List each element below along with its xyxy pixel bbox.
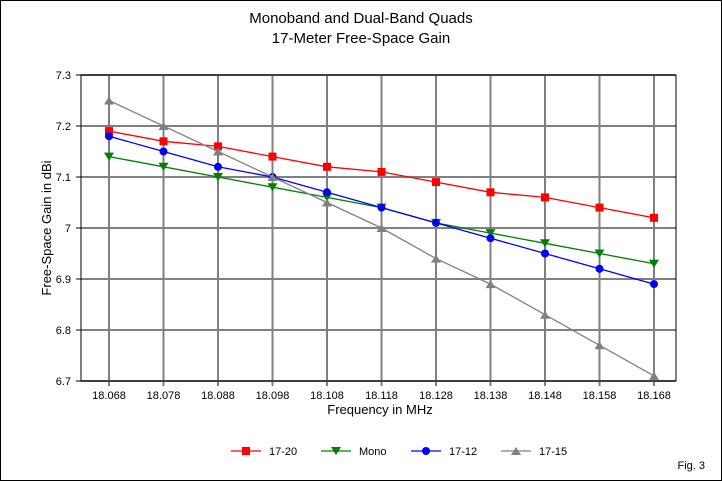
x-tick-label: 18.148	[528, 390, 562, 402]
data-point-17-20	[541, 193, 549, 202]
y-tick-label: 6.7	[56, 376, 71, 388]
data-point-17-20	[323, 162, 331, 171]
data-point-mono	[213, 173, 223, 181]
data-point-17-20	[268, 152, 277, 161]
data-point-17-20	[486, 188, 495, 197]
data-point-mono	[158, 162, 169, 171]
x-tick-label: 18.078	[147, 390, 181, 402]
data-point-17-15	[104, 96, 114, 105]
data-point-17-15	[594, 341, 605, 350]
data-point-17-12	[432, 218, 440, 227]
plot-border	[80, 74, 677, 382]
x-tick-label: 18.088	[201, 390, 235, 402]
legend-marker-17-20	[242, 447, 250, 455]
data-point-17-15	[485, 280, 496, 289]
data-point-17-12	[595, 264, 604, 273]
data-point-17-15	[267, 173, 278, 181]
data-point-mono	[267, 183, 278, 192]
legend-marker-mono	[331, 447, 341, 455]
x-tick-label: 18.068	[92, 390, 126, 402]
x-tick-label: 18.158	[583, 390, 617, 402]
x-tick-label: 18.108	[310, 390, 344, 402]
data-point-17-15	[376, 224, 387, 232]
legend-label-mono: Mono	[359, 446, 387, 458]
data-point-17-12	[323, 188, 331, 197]
data-point-17-12	[105, 132, 113, 141]
legend-label-17-12: 17-12	[449, 446, 477, 458]
data-point-17-20	[159, 137, 168, 146]
y-tick-label: 7.1	[56, 172, 71, 184]
data-point-17-15	[322, 198, 332, 207]
y-tick-label: 7	[65, 223, 71, 235]
y-tick-label: 7.3	[56, 70, 71, 82]
data-point-17-15	[158, 122, 169, 130]
data-point-mono	[594, 249, 605, 258]
y-axis-label: Free-Space Gain in dBi	[39, 160, 54, 295]
legend-label-17-15: 17-15	[539, 446, 567, 458]
data-point-17-12	[486, 234, 495, 243]
data-point-17-20	[377, 167, 386, 176]
y-tick-label: 6.8	[56, 325, 71, 337]
data-point-mono	[485, 229, 496, 238]
x-tick-label: 18.138	[474, 390, 508, 402]
data-point-mono	[104, 152, 114, 161]
data-point-17-20	[650, 213, 658, 222]
data-point-17-20	[432, 178, 440, 187]
data-point-17-12	[159, 147, 168, 156]
data-point-17-20	[105, 127, 113, 136]
data-point-mono	[649, 259, 659, 268]
chart-subtitle: 17-Meter Free-Space Gain	[272, 30, 450, 47]
data-point-17-12	[377, 203, 386, 212]
legend-marker-17-15	[511, 447, 521, 455]
x-tick-label: 18.128	[419, 390, 453, 402]
y-tick-label: 6.9	[56, 274, 71, 286]
y-tick-label: 7.2	[56, 121, 71, 133]
data-point-17-15	[540, 310, 550, 319]
legend-marker-17-12	[422, 447, 430, 455]
data-point-17-12	[541, 249, 549, 258]
data-point-17-15	[213, 147, 223, 156]
x-tick-label: 18.098	[256, 390, 290, 402]
data-point-17-20	[595, 203, 604, 212]
data-point-17-15	[649, 371, 659, 380]
figure-label: Fig. 3	[677, 460, 705, 472]
data-point-mono	[540, 239, 550, 248]
data-point-17-12	[214, 162, 222, 171]
x-tick-label: 18.168	[637, 390, 671, 402]
legend-label-17-20: 17-20	[269, 446, 297, 458]
data-point-17-15	[431, 254, 441, 263]
x-tick-label: 18.118	[365, 390, 398, 402]
chart-title: Monoband and Dual-Band Quads	[249, 10, 473, 27]
data-point-17-12	[650, 280, 658, 289]
data-point-17-20	[214, 142, 222, 151]
x-axis-label: Frequency in MHz	[327, 402, 432, 417]
